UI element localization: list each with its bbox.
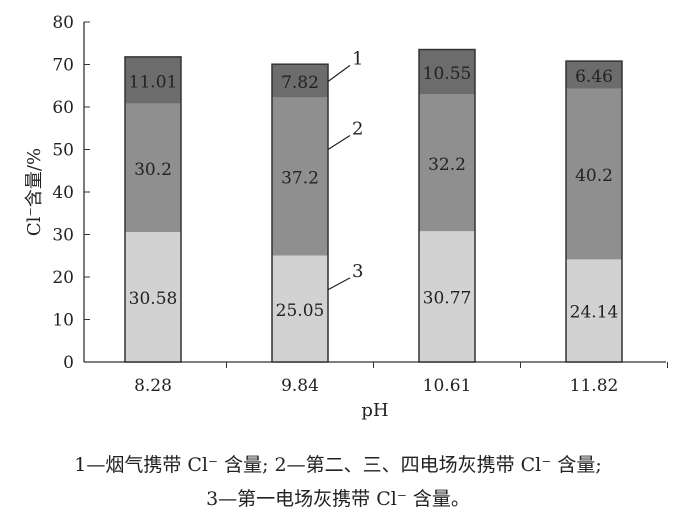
data-label: 30.2 (134, 160, 172, 180)
y-tick-label: 10 (52, 311, 74, 331)
data-label: 25.05 (276, 301, 325, 321)
bar-segment-series-3 (566, 259, 622, 362)
bar-outline (271, 63, 329, 363)
bar-segment-series-3 (125, 232, 181, 362)
caption-line-1: 1—烟气携带 Cl⁻ 含量; 2—第二、三、四电场灰携带 Cl⁻ 含量; (74, 454, 602, 476)
series-marker-2: 2 (352, 119, 363, 140)
leader-line (327, 64, 351, 82)
y-tick-label: 70 (52, 56, 74, 76)
bar-segment-series-1 (272, 64, 328, 98)
bar-segment-series-1 (419, 49, 475, 95)
data-label: 7.82 (281, 73, 319, 93)
data-label: 24.14 (570, 303, 619, 323)
bar-segment-series-2 (419, 94, 475, 232)
y-tick-label: 60 (52, 98, 74, 118)
bar-segment-series-1 (125, 56, 181, 104)
series-marker-1: 1 (352, 48, 363, 69)
data-label: 11.01 (129, 72, 178, 92)
x-axis-label: pH (361, 400, 388, 421)
stacked-bar-chart: 0 10 20 30 40 50 60 70 80 8.28 30.58 30.2 11.01 9.84 2… (24, 13, 668, 421)
x-tick-label: 9.84 (281, 376, 319, 396)
bar-segment-series-2 (272, 97, 328, 256)
bar-outline (418, 48, 476, 363)
data-label: 37.2 (281, 168, 319, 188)
data-label: 40.2 (575, 166, 613, 186)
bar-segment-series-3 (272, 255, 328, 362)
y-tick-label: 0 (63, 353, 74, 373)
x-tick-label: 8.28 (134, 376, 172, 396)
bar-outline (124, 56, 182, 363)
y-tick-label: 30 (52, 226, 74, 246)
y-axis-label: Cl⁻含量/% (24, 148, 45, 236)
bar-segment-series-2 (125, 103, 181, 233)
y-tick-label: 20 (52, 268, 74, 288)
series-marker-3: 3 (352, 261, 363, 282)
data-label: 6.46 (575, 67, 613, 87)
data-label: 30.58 (129, 289, 178, 309)
leader-line (327, 277, 351, 291)
x-tick-label: 10.61 (423, 376, 472, 396)
caption-line-2: 3—第一电场灰携带 Cl⁻ 含量。 (206, 488, 470, 510)
x-tick-label: 11.82 (570, 376, 619, 396)
bar-segment-series-3 (419, 231, 475, 362)
data-label: 10.55 (423, 64, 472, 84)
y-tick-label: 80 (52, 13, 74, 33)
y-tick-label: 40 (52, 183, 74, 203)
bar-segment-series-2 (566, 88, 622, 260)
data-label: 30.77 (423, 289, 472, 309)
bar-segment-series-1 (566, 61, 622, 89)
y-tick-label: 50 (52, 141, 74, 161)
leader-line (327, 134, 351, 151)
data-label: 32.2 (428, 155, 466, 175)
bar-outline (565, 60, 623, 363)
